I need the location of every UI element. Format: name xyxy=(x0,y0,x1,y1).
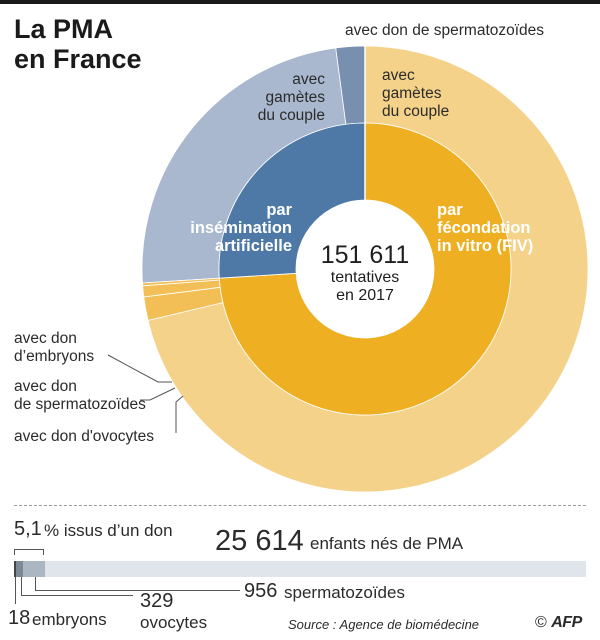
spermatozoides-value: 956 xyxy=(244,580,278,602)
inner-label-ia-3: artificielle xyxy=(215,237,292,255)
inner-label-ia-2: insémination xyxy=(190,219,292,237)
center-line2: en 2017 xyxy=(336,287,394,304)
bar-segment-embryons xyxy=(14,561,16,577)
outer-label-sperm-1: avec don xyxy=(14,378,77,395)
don-percent-value: 5,1 xyxy=(14,518,42,540)
page-title-line1: La PMA xyxy=(14,14,114,44)
births-total-value: 25 614 xyxy=(215,525,304,557)
don-percent-label: % issus d’un don xyxy=(44,521,173,540)
bar-segment-spermatozoides xyxy=(23,561,45,577)
inner-label-fiv-2: fécondation xyxy=(437,219,531,237)
embryons-label: embryons xyxy=(32,610,107,629)
inner-label-ia-1: par xyxy=(266,201,292,219)
center-line1: tentatives xyxy=(331,269,399,286)
donut-chart: 151 611 tentatives en 2017 par inséminat… xyxy=(14,22,589,493)
don-bracket xyxy=(14,549,44,555)
section-divider xyxy=(14,505,586,506)
leader-sperm-h xyxy=(35,590,240,591)
outer-label-fiv-couple-1: avec xyxy=(382,67,415,84)
outer-label-fiv-couple-3: du couple xyxy=(382,103,449,120)
outer-label-ovocytes: avec don d'ovocytes xyxy=(14,428,154,445)
ovocytes-label: ovocytes xyxy=(140,613,208,632)
outer-label-sperm-2: de spermatozoïdes xyxy=(14,396,146,413)
leader-ovocytes-v xyxy=(21,577,22,595)
outer-label-ia-couple-1: avec xyxy=(292,71,325,88)
leader-line-ovocytes xyxy=(175,395,184,433)
page-title-line2: en France xyxy=(14,44,142,74)
outer-label-embryons-1: avec don xyxy=(14,330,77,347)
outer-label-fiv-couple-2: gamètes xyxy=(382,85,442,102)
outer-label-ia-couple-3: du couple xyxy=(258,107,325,124)
embryons-value: 18 xyxy=(8,607,31,629)
source-note: Source : Agence de biomédecine xyxy=(288,617,480,632)
leader-line-sperm xyxy=(140,387,176,401)
center-total-value: 151 611 xyxy=(321,241,410,269)
births-bar xyxy=(14,561,586,577)
bar-segment-ovocytes xyxy=(16,561,24,577)
afp-logo: © AFP xyxy=(535,614,582,631)
leader-sperm-v xyxy=(35,577,36,590)
top-rule xyxy=(0,0,600,4)
leader-line-embryons xyxy=(107,354,172,383)
leader-embryons xyxy=(15,577,16,604)
inner-label-fiv-3: in vitro (FIV) xyxy=(437,237,533,255)
outer-label-ia-sperm: avec don de spermatozoïdes xyxy=(345,22,544,39)
inner-label-fiv-1: par xyxy=(437,201,463,219)
births-total-label: enfants nés de PMA xyxy=(310,534,464,553)
leader-ovocytes-h xyxy=(21,595,133,596)
outer-label-embryons-2: d’embryons xyxy=(14,348,94,365)
spermatozoides-label: spermatozoïdes xyxy=(284,583,405,602)
outer-label-ia-couple-2: gamètes xyxy=(266,89,326,106)
ovocytes-value: 329 xyxy=(140,590,174,612)
